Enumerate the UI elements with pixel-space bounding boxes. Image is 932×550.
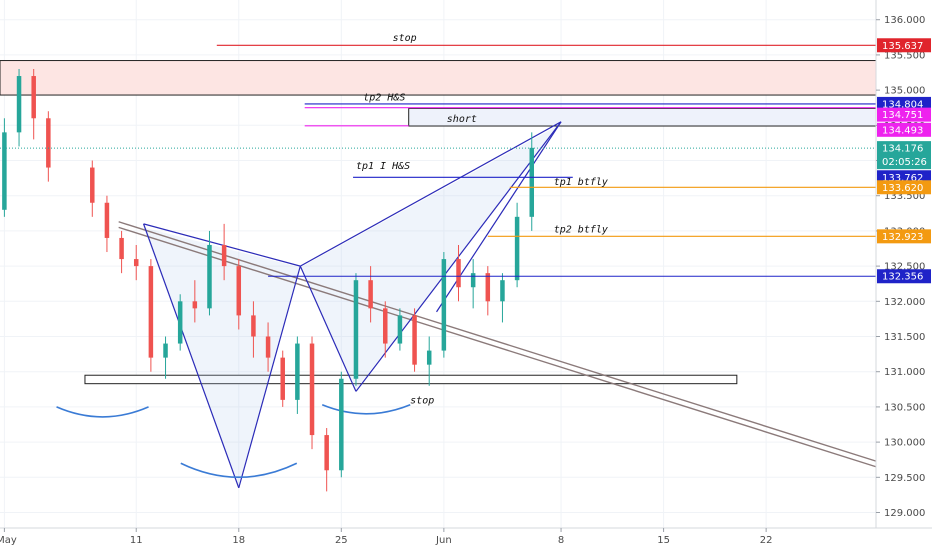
trendline-lower [118, 226, 877, 468]
candle-body [265, 336, 271, 358]
short-label: short [447, 114, 477, 125]
candle-body [31, 76, 36, 119]
tp1-ihs-badge-label: 133.762 [882, 173, 923, 184]
candle-body [119, 237, 124, 260]
time-tick-label: 15 [657, 535, 670, 546]
magenta-upper-badge [877, 107, 931, 122]
stop-annotation: stop [393, 33, 417, 44]
trendline-upper [118, 221, 877, 462]
candle-body [324, 435, 329, 471]
stop-box-box [84, 374, 738, 385]
price-tick-label: 133.500 [884, 191, 925, 202]
magenta-upper-badge-label: 134.751 [882, 110, 923, 121]
tp2-btfly-annotation: tp2 btfly [554, 224, 608, 235]
price-tick-label: 130.500 [884, 402, 925, 413]
time-tick-label: May [0, 535, 17, 546]
candle-body [485, 273, 491, 302]
candle-body [470, 273, 476, 288]
candle-body [456, 259, 461, 288]
candle-body [412, 315, 417, 365]
time-tick-label: 8 [558, 535, 564, 546]
tp2-hs-badge [877, 96, 931, 111]
candle-body [309, 343, 315, 436]
candle-body [339, 378, 344, 471]
candle-body [207, 244, 212, 309]
candle-body [2, 132, 7, 210]
time-tick-label: Jun [435, 535, 452, 546]
candle-body [133, 259, 139, 267]
neck-badge [877, 269, 931, 284]
time-tick-label: 22 [760, 535, 773, 546]
resistance-zone-box [0, 60, 877, 96]
price-tick-label: 135.000 [884, 86, 925, 97]
stop-badge [877, 38, 931, 53]
tp1-ihs-annotation: tp1 I H&S [356, 161, 410, 172]
countdown-label: 02:05:26 [882, 157, 927, 168]
ihs-head-area [143, 227, 301, 488]
time-axis-panel [0, 528, 932, 550]
price-tick-label: 136.000 [884, 15, 925, 26]
candle-body [221, 244, 227, 267]
stop-badge-label: 135.637 [882, 41, 923, 52]
candle-body [251, 315, 256, 337]
candle-body [148, 266, 154, 358]
right-shoulder-arc [321, 404, 411, 415]
pattern-line [142, 223, 240, 489]
current-price-badge [877, 141, 931, 170]
price-tick-label: 131.000 [884, 367, 925, 378]
magenta-lower-badge-label: 134.493 [882, 125, 923, 136]
candle-body [295, 343, 300, 400]
candle-body [441, 259, 447, 351]
time-tick-label: 18 [232, 535, 245, 546]
candle-body [177, 301, 183, 344]
candle-body [90, 167, 95, 203]
candle-body [16, 76, 22, 133]
candle-body [368, 280, 373, 309]
tp1-btfly-badge-label: 133.620 [882, 183, 923, 194]
price-tick-label: 132.500 [884, 262, 925, 273]
candle-body [192, 301, 198, 309]
ihs-right-area [300, 123, 562, 390]
stop-box-label: stop [410, 395, 434, 406]
price-tick-label: 132.000 [884, 297, 925, 308]
candle-body [500, 280, 505, 302]
candle-body [397, 315, 403, 344]
tp2-hs-annotation: tp2 H&S [363, 93, 405, 104]
current-price-label: 134.176 [882, 144, 923, 155]
price-tick-label: 131.500 [884, 332, 925, 343]
time-tick-label: 25 [335, 535, 348, 546]
price-tick-label: 135.500 [884, 50, 925, 61]
tp1-btfly-badge [877, 180, 931, 195]
candle-body [353, 280, 359, 379]
tp2-hs-badge-label: 134.804 [882, 99, 923, 110]
pattern-line [300, 121, 562, 267]
candle-body [514, 216, 520, 281]
tp2-btfly-badge-label: 132.923 [882, 232, 923, 243]
magenta-lower-badge [877, 122, 931, 137]
neck-badge-label: 132.356 [882, 272, 923, 283]
candle-body [46, 118, 51, 168]
candle-body [104, 202, 110, 238]
time-tick-label: 11 [130, 535, 143, 546]
tp2-btfly-badge [877, 229, 931, 244]
price-tick-label: 130.000 [884, 438, 925, 449]
left-shoulder-arc [56, 406, 149, 418]
price-tick-label: 129.000 [884, 508, 925, 519]
candle-body [426, 350, 432, 365]
candle-body [529, 147, 535, 217]
tp1-btfly-annotation: tp1 btfly [554, 177, 608, 188]
candle-body [383, 308, 388, 344]
candle-body [280, 357, 285, 400]
pattern-line [238, 265, 301, 489]
candle-body [163, 343, 168, 358]
head-arc [180, 462, 298, 479]
candle-body [236, 266, 242, 316]
price-tick-label: 129.500 [884, 473, 925, 484]
pattern-line [299, 265, 357, 392]
short-box-box [408, 107, 877, 127]
